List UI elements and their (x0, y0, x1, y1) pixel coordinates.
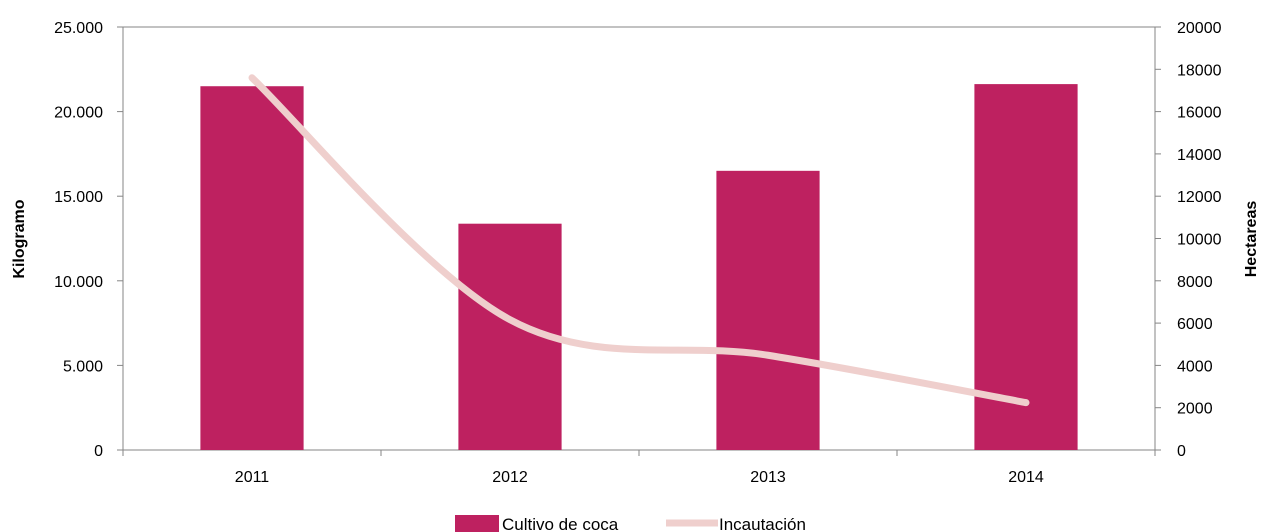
left-tick-label: 20.000 (54, 105, 103, 122)
legend-label-incautacion: Incautación (719, 515, 806, 532)
right-tick-label: 8000 (1177, 274, 1213, 291)
left-tick-label: 10.000 (54, 274, 103, 291)
x-tick-label-2011: 2011 (235, 469, 270, 486)
legend: Cultivo de coca Incautación (455, 515, 806, 532)
left-axis-title: Kilogramo (11, 199, 28, 278)
left-tick-label: 15.000 (54, 189, 103, 206)
left-tick-label: 5.000 (63, 358, 103, 375)
right-tick-label: 14000 (1177, 147, 1222, 164)
right-tick-label: 20000 (1177, 20, 1222, 37)
x-tick-label-2014: 2014 (1008, 469, 1044, 486)
right-tick-label: 16000 (1177, 105, 1222, 122)
legend-label-cultivo: Cultivo de coca (502, 515, 619, 532)
incautacion-line (248, 74, 1030, 407)
left-axis: 0 5.000 10.000 15.000 20.000 25.000 (54, 20, 123, 460)
left-tick-label: 25.000 (54, 20, 103, 37)
x-tick-label-2012: 2012 (492, 469, 528, 486)
right-tick-label: 4000 (1177, 358, 1213, 375)
bar-2014 (974, 84, 1078, 450)
right-axis-title: Hectareas (1243, 201, 1260, 278)
x-tick-label-2013: 2013 (750, 469, 786, 486)
bar-2013 (716, 170, 820, 450)
right-tick-label: 6000 (1177, 316, 1213, 333)
line-series (248, 74, 1030, 407)
right-tick-label: 12000 (1177, 189, 1222, 206)
right-tick-label: 10000 (1177, 232, 1222, 249)
right-tick-label: 0 (1177, 443, 1186, 460)
right-axis: 0 2000 4000 6000 8000 10000 12000 14000 16000 180… (1155, 20, 1222, 460)
left-tick-label: 0 (94, 443, 103, 460)
legend-swatch-cultivo (455, 515, 499, 532)
right-tick-label: 18000 (1177, 62, 1222, 79)
x-axis: 2011 2012 2013 2014 (122, 450, 1156, 486)
bar-series (200, 84, 1078, 450)
right-tick-label: 2000 (1177, 401, 1213, 418)
bar-2011 (200, 86, 304, 450)
